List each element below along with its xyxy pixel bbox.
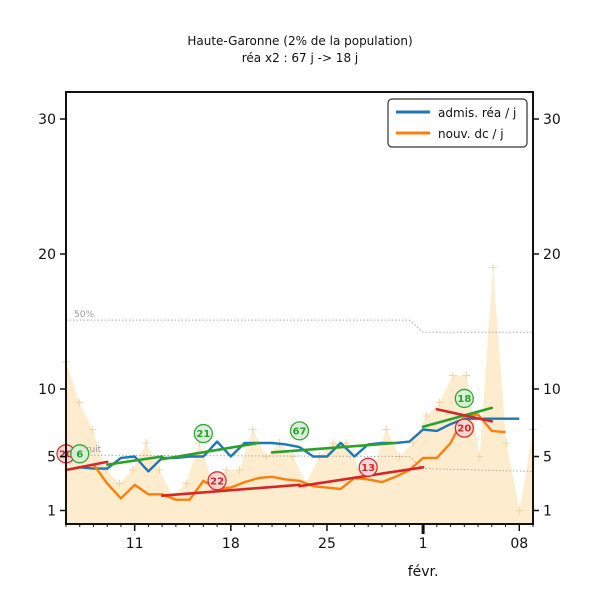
y-tick-label-left: 30 — [38, 112, 56, 128]
x-tick-label: 25 — [318, 536, 336, 552]
daily-noise-marker: + — [194, 436, 204, 450]
daily-noise-marker: + — [114, 477, 124, 491]
badge-circle — [70, 444, 90, 464]
x-tick-label: 11 — [126, 536, 144, 552]
daily-noise-marker: + — [515, 504, 525, 518]
trend-line-green — [160, 441, 260, 461]
y-tick-label-left: 1 — [47, 504, 56, 520]
daily-noise-marker: + — [408, 436, 418, 450]
ref-line-noise — [65, 454, 534, 472]
badge-red: 22 — [207, 471, 227, 491]
x-month-label: févr. — [408, 564, 439, 580]
trend-line-green — [270, 441, 397, 454]
y-tick-label-right: 10 — [543, 382, 561, 398]
daily-noise-marker: + — [461, 369, 471, 383]
legend: admis. réa / j nouv. dc / j — [387, 98, 528, 148]
badge-circle — [358, 457, 378, 477]
trend-line-red — [64, 460, 109, 472]
daily-noise-marker: + — [128, 463, 138, 477]
badge-green: 67 — [289, 421, 310, 441]
badge-label: 13 — [361, 463, 375, 474]
y-tick-label-right: 5 — [543, 450, 552, 466]
daily-noise-marker: + — [381, 423, 391, 437]
badge-circle — [193, 423, 214, 444]
daily-noise-marker: + — [341, 436, 351, 450]
legend-rea-label: admis. réa / j — [438, 106, 516, 120]
trend-line-red — [298, 465, 425, 488]
badge-label: 6 — [76, 449, 83, 460]
badge-green: 21 — [193, 423, 214, 444]
x-axis: 11 18 25 1 08 févr. — [65, 524, 534, 580]
plot-area: ++++++++++++++++++++++++++++++++++++50%b… — [56, 261, 538, 524]
daily-noise-marker: + — [475, 450, 485, 464]
legend-dc-label: nouv. dc / j — [438, 127, 504, 141]
daily-noise-marker: + — [101, 463, 111, 477]
chart-subtitle: réa x2 : 67 j -> 18 j — [242, 51, 358, 65]
badge-label: 18 — [457, 394, 471, 405]
ref-label-50pct: 50% — [74, 310, 94, 320]
badge-green: 18 — [454, 388, 474, 409]
trend-line-red — [160, 483, 301, 497]
badge-circle — [454, 388, 474, 409]
y-tick-label-right: 30 — [543, 112, 561, 128]
daily-noise-marker: + — [221, 463, 231, 477]
badge-circle — [207, 471, 227, 491]
badge-circle — [289, 421, 310, 441]
badge-label: 21 — [196, 429, 210, 440]
series-line-dc — [92, 413, 506, 501]
x-tick-label: 1 — [419, 536, 428, 552]
daily-noise-marker: + — [74, 396, 84, 410]
badge-label: 22 — [210, 476, 224, 487]
trend-line-green — [421, 406, 494, 429]
badge-label: 67 — [293, 426, 307, 437]
daily-noise-marker: + — [328, 436, 338, 450]
daily-noise-marker: + — [448, 369, 458, 383]
badge-circle — [454, 418, 474, 438]
y-tick-label-right: 20 — [543, 247, 561, 263]
badge-red: 20 — [454, 418, 474, 438]
badge-red: 13 — [358, 457, 378, 477]
trend-line-green — [105, 455, 164, 466]
badge-green: 6 — [70, 444, 90, 464]
badge-label: 20 — [457, 424, 471, 435]
daily-noise-marker: + — [248, 423, 258, 437]
daily-noise-marker: + — [288, 450, 298, 464]
daily-noise-marker: + — [488, 261, 498, 275]
daily-noise-marker: + — [435, 396, 445, 410]
daily-noise-marker: + — [181, 477, 191, 491]
daily-noise-marker: + — [168, 490, 178, 504]
daily-noise-marker: + — [141, 436, 151, 450]
y-tick-label-right: 1 — [543, 504, 552, 520]
y-tick-label-left: 5 — [47, 450, 56, 466]
daily-noise-marker: + — [501, 436, 511, 450]
x-tick-label: 08 — [510, 536, 528, 552]
series-line-rea — [65, 417, 520, 473]
ref-label-noise: bruit — [80, 445, 102, 455]
y-tick-label-left: 20 — [38, 247, 56, 263]
trend-line-red — [435, 407, 494, 423]
daily-noise-area — [66, 267, 533, 524]
daily-noise-marker: + — [154, 463, 164, 477]
x-tick-label: 18 — [222, 536, 240, 552]
daily-noise-marker: + — [421, 409, 431, 423]
daily-noise-marker: + — [261, 450, 271, 464]
y-tick-label-left: 10 — [38, 382, 56, 398]
daily-noise-marker: + — [88, 423, 98, 437]
ref-line-50pct — [66, 319, 533, 333]
y-axis: 1 1 5 5 10 10 20 20 30 30 — [38, 112, 561, 520]
daily-noise-marker: + — [234, 463, 244, 477]
chart-title: Haute-Garonne (2% de la population) — [187, 34, 412, 48]
